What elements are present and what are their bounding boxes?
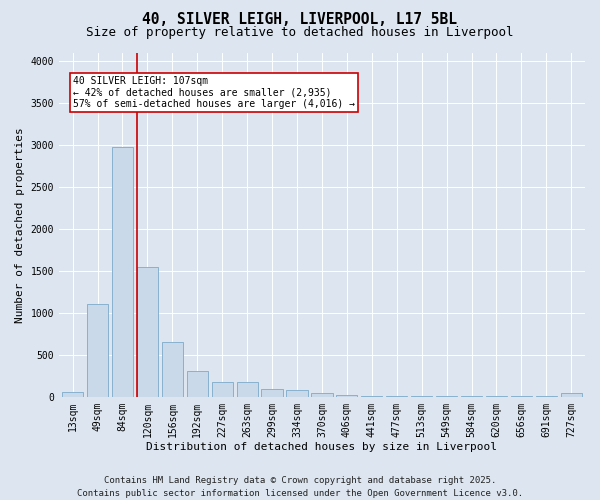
Bar: [286, 390, 308, 397]
Text: 40 SILVER LEIGH: 107sqm
← 42% of detached houses are smaller (2,935)
57% of semi: 40 SILVER LEIGH: 107sqm ← 42% of detache…: [73, 76, 355, 109]
Bar: [236, 382, 258, 397]
Bar: [386, 396, 407, 397]
Bar: [361, 396, 382, 397]
X-axis label: Distribution of detached houses by size in Liverpool: Distribution of detached houses by size …: [146, 442, 497, 452]
Text: Contains HM Land Registry data © Crown copyright and database right 2025.
Contai: Contains HM Land Registry data © Crown c…: [77, 476, 523, 498]
Bar: [212, 382, 233, 397]
Bar: [187, 371, 208, 397]
Y-axis label: Number of detached properties: Number of detached properties: [15, 127, 25, 322]
Bar: [262, 390, 283, 397]
Bar: [137, 268, 158, 397]
Bar: [311, 394, 332, 397]
Text: 40, SILVER LEIGH, LIVERPOOL, L17 5BL: 40, SILVER LEIGH, LIVERPOOL, L17 5BL: [143, 12, 458, 28]
Bar: [62, 392, 83, 397]
Text: Size of property relative to detached houses in Liverpool: Size of property relative to detached ho…: [86, 26, 514, 39]
Bar: [87, 304, 108, 397]
Bar: [162, 342, 183, 397]
Bar: [336, 395, 358, 397]
Bar: [560, 394, 582, 397]
Bar: [112, 148, 133, 397]
